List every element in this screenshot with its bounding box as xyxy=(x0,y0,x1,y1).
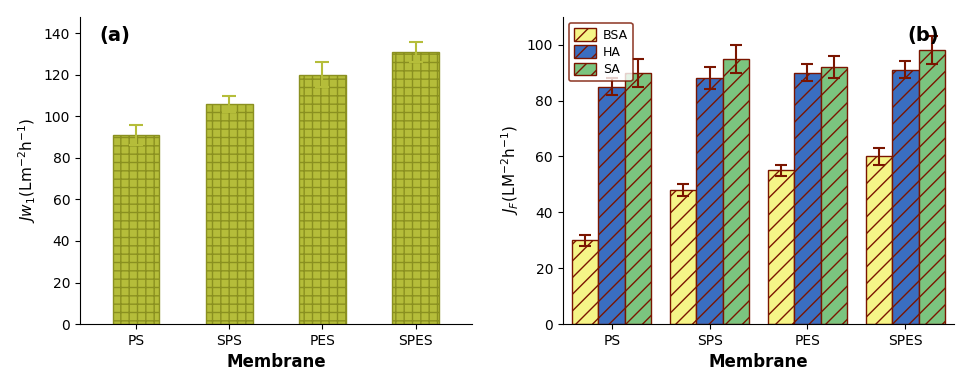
Bar xyxy=(820,67,847,324)
X-axis label: Membrane: Membrane xyxy=(709,353,808,371)
Bar xyxy=(299,75,346,324)
Bar xyxy=(768,170,794,324)
Bar xyxy=(392,52,439,324)
Bar xyxy=(696,78,722,324)
Y-axis label: $Jw_1$(Lm$^{-2}$h$^{-1}$): $Jw_1$(Lm$^{-2}$h$^{-1}$) xyxy=(17,118,39,223)
Text: (b): (b) xyxy=(907,26,939,45)
Y-axis label: $J_F$(LM$^{-2}$h$^{-1}$): $J_F$(LM$^{-2}$h$^{-1}$) xyxy=(499,125,521,215)
Bar xyxy=(625,73,652,324)
Bar xyxy=(919,50,945,324)
Bar xyxy=(206,104,252,324)
Legend: BSA, HA, SA: BSA, HA, SA xyxy=(569,23,633,81)
X-axis label: Membrane: Membrane xyxy=(226,353,325,371)
Bar xyxy=(794,73,820,324)
Bar xyxy=(572,240,598,324)
Bar xyxy=(722,59,750,324)
Bar xyxy=(670,190,696,324)
Bar xyxy=(598,87,625,324)
Bar xyxy=(113,135,159,324)
Bar xyxy=(892,70,919,324)
Bar xyxy=(866,156,892,324)
Text: (a): (a) xyxy=(100,26,130,45)
